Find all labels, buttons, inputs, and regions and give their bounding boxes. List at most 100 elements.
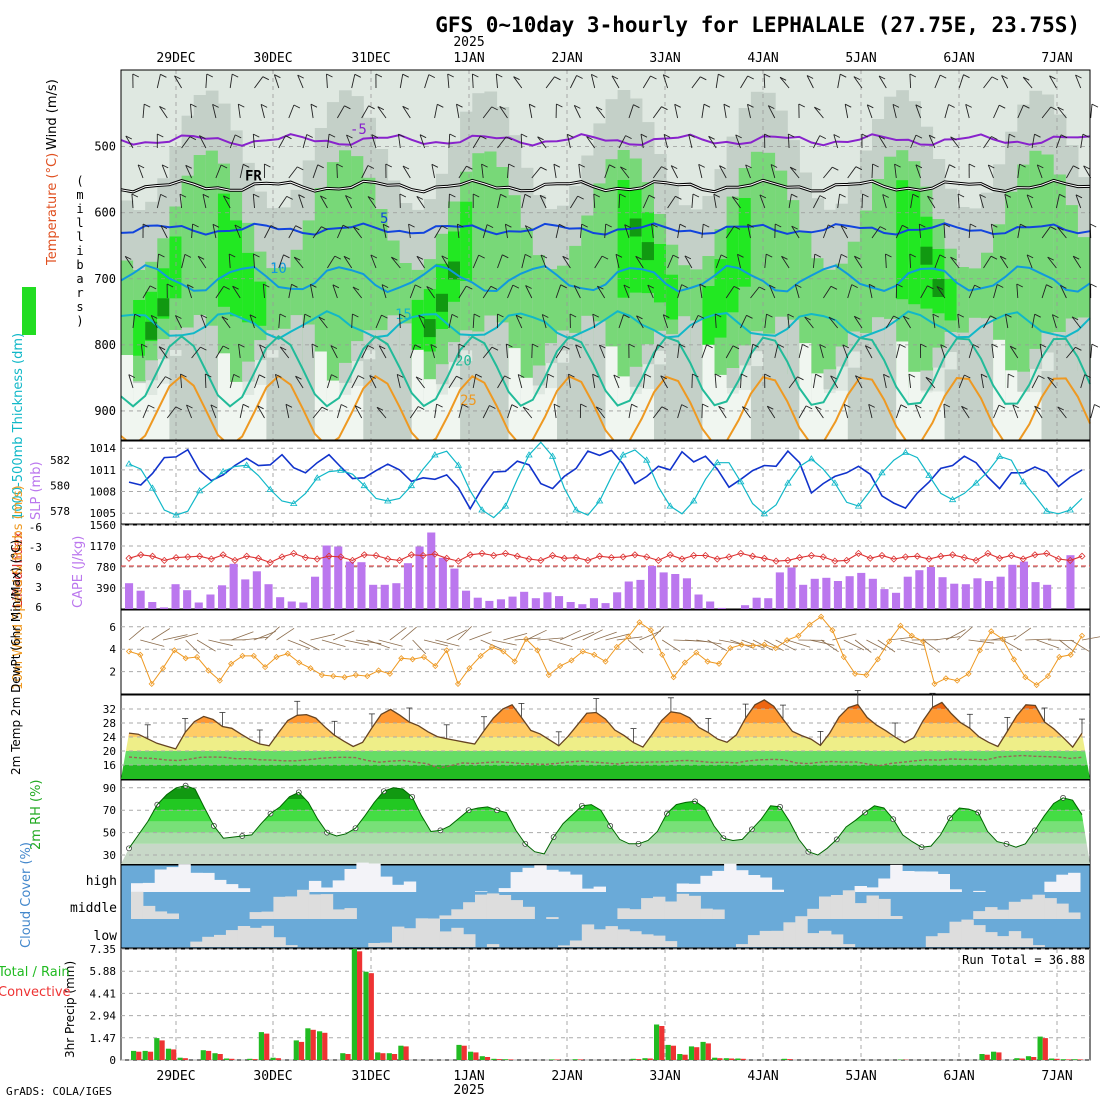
upper-wind-barb: [798, 405, 807, 419]
upper-wind-barb-flag: [331, 374, 338, 379]
upper-wind-barb-flag: [385, 163, 393, 168]
upper-wind-barb: [555, 345, 564, 359]
upper-wind-barb: [434, 104, 438, 119]
precip-total-bar: [572, 1059, 578, 1060]
cloud-cell: [380, 942, 393, 947]
upper-wind-barb-flag: [957, 313, 965, 318]
upper-wind-barb-flag: [684, 255, 692, 260]
upper-wind-barb: [370, 254, 377, 269]
upper-wind-barb-flag: [174, 75, 181, 80]
precip-total-bar: [479, 1056, 485, 1060]
upper-wind-barb: [166, 406, 177, 419]
cloud-cell: [439, 931, 452, 947]
upper-wind-barb-flag: [789, 166, 797, 171]
wind-speed-marker: [976, 647, 983, 654]
upper-wind-barb: [156, 376, 166, 389]
thickness-marker: [878, 469, 886, 476]
upper-wind-barb-flag: [206, 73, 214, 78]
precip-total-bar: [200, 1050, 206, 1060]
upper-wind-barb-flag: [702, 223, 710, 228]
upper-wind-barb: [604, 223, 607, 239]
upper-wind-barb-flag: [980, 373, 988, 378]
upper-wind-barb: [628, 404, 632, 419]
upper-wind-barb-flag: [295, 225, 302, 230]
cape-bar: [892, 592, 901, 609]
upper-wind-barb-flag: [233, 373, 240, 378]
upper-wind-barb: [377, 106, 387, 119]
rh-90-band: [435, 293, 449, 312]
upper-wind-barb: [1016, 283, 1019, 299]
cloud-cell: [202, 936, 215, 947]
upper-wind-barb-flag: [714, 313, 722, 318]
precip-total-bar: [979, 1054, 985, 1060]
precip-convective-bar: [322, 1032, 328, 1060]
upper-wind-barb: [562, 256, 571, 269]
upper-wind-barb-flag: [1020, 223, 1027, 228]
cloud-cell: [522, 906, 535, 919]
cape-bar: [857, 572, 866, 609]
precip-total-bar: [991, 1051, 997, 1060]
cape-bar: [868, 578, 877, 609]
upper-wind-barb: [482, 106, 493, 119]
precip-side-labels: 3hr Precip (mm): [63, 961, 77, 1058]
isotherm-20: [120, 334, 1091, 408]
upper-wind-barb: [312, 406, 323, 419]
li-marker: [596, 552, 604, 560]
millibars-label-char: b: [76, 258, 83, 272]
cape-bar: [392, 583, 401, 609]
upper-wind-barb-flag: [160, 225, 168, 230]
cape-bar: [717, 607, 726, 609]
upper-wind-barb: [223, 195, 231, 209]
upper-wind-barb-flag: [143, 103, 151, 108]
upper-wind-barb-flag: [699, 283, 707, 288]
pressure-tick-label: 700: [94, 272, 116, 286]
upper-wind-barb: [326, 73, 328, 89]
upper-wind-barb-flag: [398, 133, 405, 138]
upper-wind-barb: [1059, 285, 1067, 299]
upper-wind-barb: [999, 255, 1009, 269]
precip-total-bar: [665, 1044, 671, 1060]
upper-wind-barb: [1031, 375, 1039, 389]
upper-wind-barb-flag: [620, 166, 627, 171]
wind-barb: [423, 639, 449, 647]
upper-wind-barb: [293, 256, 304, 269]
wind-barb: [469, 631, 492, 641]
upper-wind-barb: [278, 135, 286, 149]
upper-wind-barb-flag: [920, 343, 927, 348]
cloud-cell: [653, 896, 666, 919]
cloud-cell: [486, 893, 500, 919]
cloud-cell: [308, 880, 322, 892]
upper-wind-barb-flag: [623, 314, 630, 319]
upper-wind-barb-flag: [950, 256, 957, 261]
cape-bar: [218, 585, 227, 609]
cloud-cell: [1032, 894, 1045, 919]
upper-wind-barb-flag: [378, 345, 386, 350]
precip-total-bar: [630, 1058, 636, 1060]
upper-wind-barb-flag: [806, 75, 814, 79]
upper-wind-barb: [229, 74, 233, 89]
upper-wind-barb: [806, 75, 814, 89]
cape-bar: [950, 583, 959, 609]
bottom-day-label-4jan: 4JAN: [747, 1069, 778, 1084]
wind-barb: [435, 639, 460, 647]
upper-wind-barb: [781, 256, 790, 269]
li-marker: [760, 554, 768, 562]
upper-wind-barb: [840, 225, 849, 239]
li-marker: [949, 551, 957, 559]
precip-total-bar: [1037, 1036, 1043, 1060]
cape-bar: [427, 532, 436, 609]
rh-low-band: [908, 371, 921, 440]
upper-wind-barb: [640, 134, 644, 149]
upper-wind-barb: [553, 404, 557, 419]
rh-70-band: [823, 269, 837, 370]
upper-wind-barb-flag: [502, 254, 509, 259]
precip-tick-label: 7.35: [90, 943, 117, 956]
upper-wind-barb-flag: [605, 223, 612, 228]
upper-wind-barb-flag: [449, 133, 456, 138]
thickness-marker: [995, 452, 1004, 459]
upper-wind-barb-flag: [609, 164, 616, 169]
upper-wind-barb-flag: [631, 403, 638, 408]
upper-wind-barb-flag: [491, 106, 498, 111]
upper-wind-barb: [232, 285, 241, 299]
upper-wind-barb-flag: [718, 73, 725, 78]
